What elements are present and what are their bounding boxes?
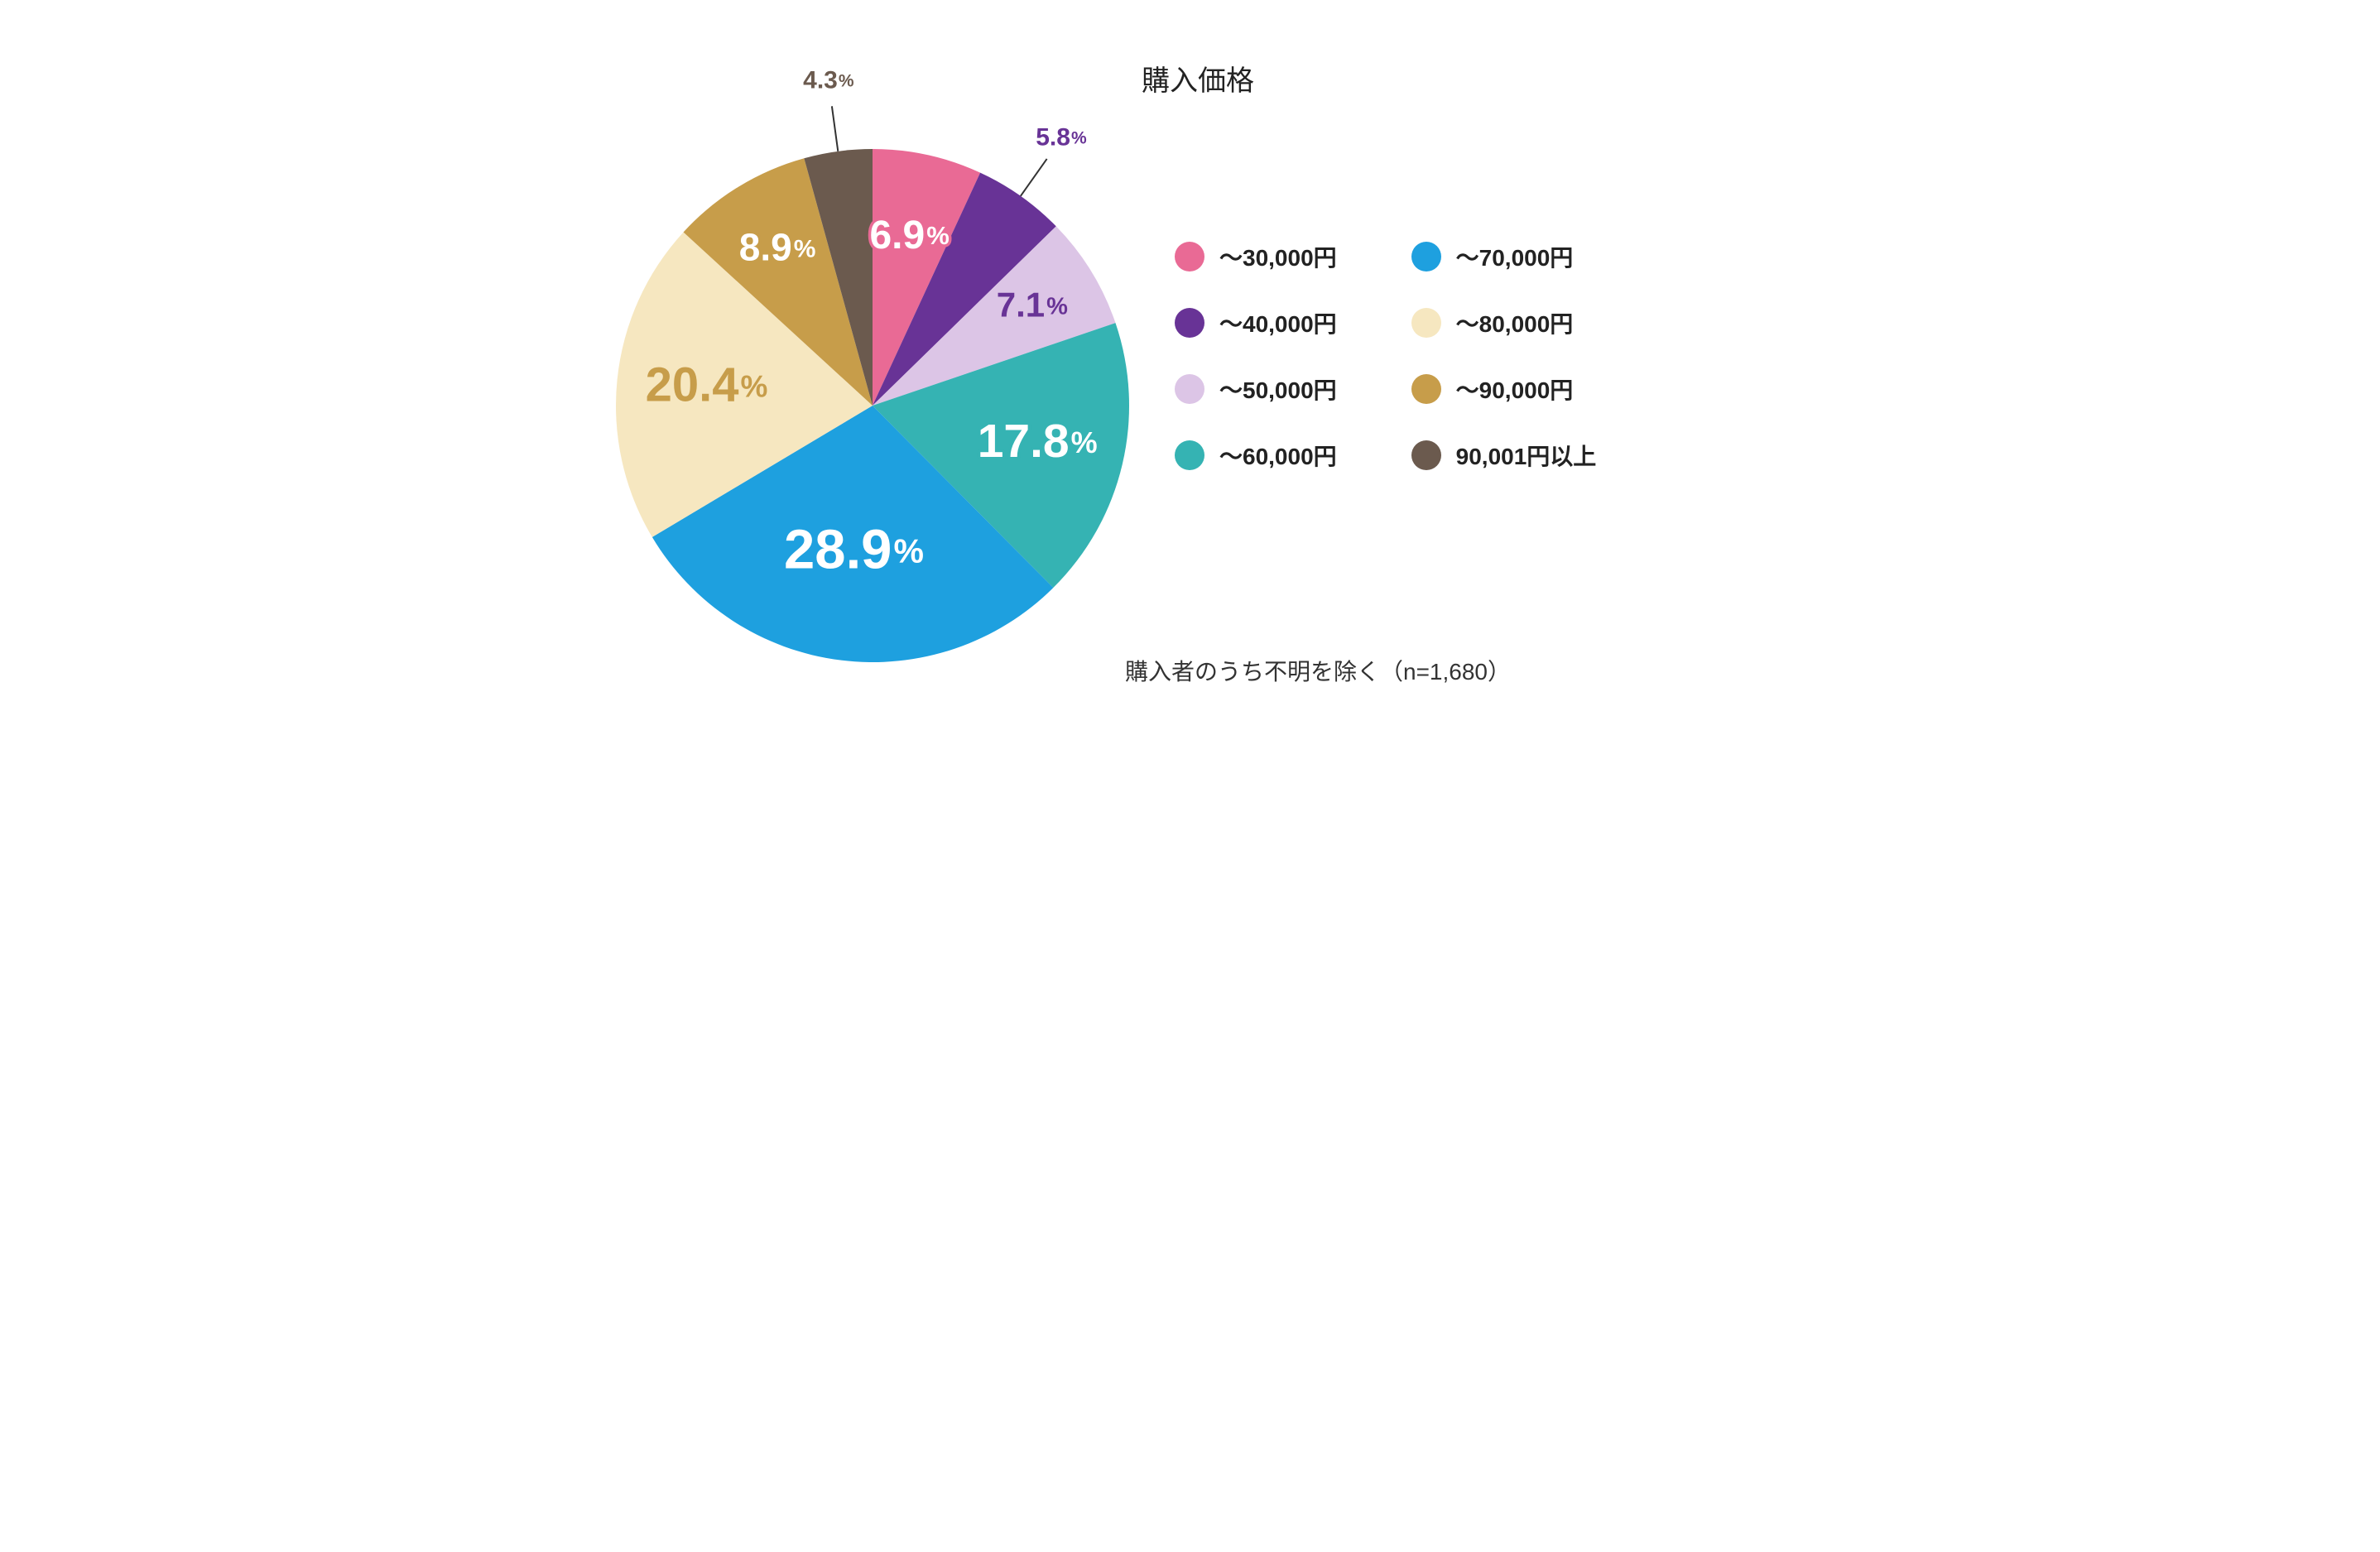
legend-label: 90,001円以上 [1456, 439, 1597, 472]
leader-line [832, 106, 838, 151]
legend-label: ～70,000円 [1456, 240, 1574, 273]
legend-column: ～70,000円 ～80,000円 ～90,000円 90,001円以上 [1411, 240, 1597, 472]
legend: ～30,000円 ～40,000円 ～50,000円 ～60,000円 ～70,000円… [1175, 240, 1596, 472]
legend-label: ～60,000円 [1219, 439, 1337, 472]
legend-dot [1175, 440, 1204, 470]
legend-label: ～90,000円 [1456, 372, 1574, 406]
legend-item: ～80,000円 [1411, 306, 1597, 339]
legend-dot [1175, 308, 1204, 338]
leader-line [1021, 159, 1047, 196]
legend-label: ～30,000円 [1219, 240, 1337, 273]
slice-value-label-external: 4.3% [803, 67, 854, 94]
legend-item: ～90,000円 [1411, 372, 1597, 406]
legend-dot [1411, 440, 1441, 470]
legend-dot [1175, 242, 1204, 271]
legend-item: ～50,000円 [1175, 372, 1337, 406]
legend-dot [1411, 374, 1441, 404]
legend-label: ～50,000円 [1219, 372, 1337, 406]
legend-item: ～70,000円 [1411, 240, 1597, 273]
slice-value-label-external: 5.8% [1036, 123, 1087, 151]
legend-dot [1175, 374, 1204, 404]
footnote: 購入者のうち不明を除く（n=1,680） [1125, 654, 1511, 687]
chart-title: 購入価格 [1142, 58, 1254, 99]
legend-item: 90,001円以上 [1411, 439, 1597, 472]
legend-item: ～60,000円 [1175, 439, 1337, 472]
legend-label: ～80,000円 [1456, 306, 1574, 339]
legend-column: ～30,000円 ～40,000円 ～50,000円 ～60,000円 [1175, 240, 1337, 472]
legend-label: ～40,000円 [1219, 306, 1337, 339]
legend-item: ～30,000円 [1175, 240, 1337, 273]
legend-item: ～40,000円 [1175, 306, 1337, 339]
legend-dot [1411, 308, 1441, 338]
legend-dot [1411, 242, 1441, 271]
